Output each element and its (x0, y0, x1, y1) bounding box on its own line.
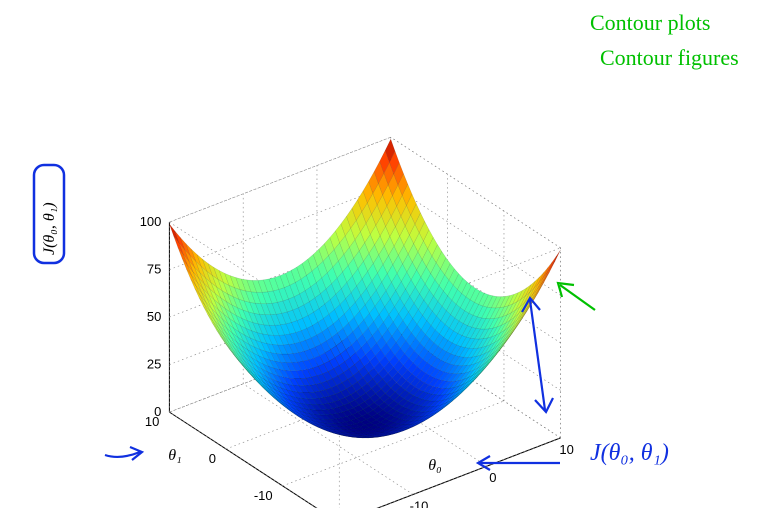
x-axis-label: θ₀ (428, 457, 441, 474)
y-axis-label: θ₁ (168, 447, 181, 464)
svg-text:50: 50 (147, 309, 161, 324)
paraboloid-surface (169, 139, 560, 438)
arrow-green-into-surface-icon (558, 283, 595, 310)
z-axis-label: J(θ₀, θ₁) (41, 202, 58, 255)
svg-text:0: 0 (209, 451, 216, 466)
annotation-contour-figures: Contour figures (600, 45, 739, 70)
svg-text:0: 0 (489, 470, 496, 485)
annotation-formula: J(θ₀, θ₁) (590, 440, 669, 466)
svg-text:100: 100 (140, 214, 162, 229)
svg-text:25: 25 (147, 357, 161, 372)
svg-text:10: 10 (559, 442, 573, 457)
arrow-to-theta1-icon (105, 447, 142, 460)
annotation-contour-plots: Contour plots (590, 10, 710, 35)
arrow-to-theta0-icon (478, 456, 560, 470)
svg-text:-10: -10 (410, 498, 429, 508)
svg-text:75: 75 (147, 262, 161, 277)
arrow-vertical-double-icon (522, 298, 553, 412)
svg-text:10: 10 (145, 414, 159, 429)
cost-function-3d-plot: 0255075100-20-10010-20-10010 J(θ₀, θ₁) θ… (0, 0, 783, 508)
svg-text:-10: -10 (254, 488, 273, 503)
z-axis-label-group: J(θ₀, θ₁) (34, 165, 64, 263)
